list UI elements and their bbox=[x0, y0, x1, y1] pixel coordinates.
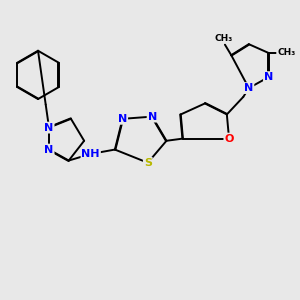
Text: N: N bbox=[44, 145, 54, 154]
Text: N: N bbox=[244, 83, 254, 93]
Text: CH₃: CH₃ bbox=[214, 34, 232, 43]
Text: N: N bbox=[118, 114, 127, 124]
Text: NH: NH bbox=[82, 149, 100, 159]
Text: N: N bbox=[44, 123, 54, 133]
Text: S: S bbox=[144, 158, 152, 168]
Text: O: O bbox=[224, 134, 234, 144]
Text: N: N bbox=[264, 72, 273, 82]
Text: N: N bbox=[148, 112, 157, 122]
Text: CH₃: CH₃ bbox=[277, 49, 295, 58]
